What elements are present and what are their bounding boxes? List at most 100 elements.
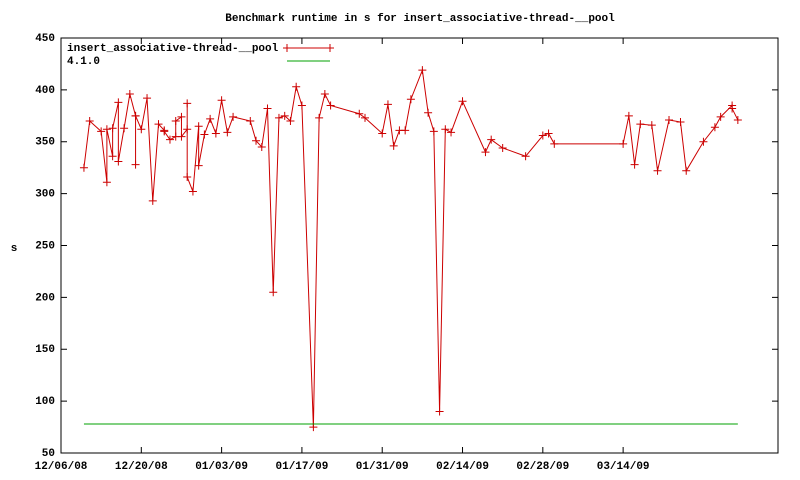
point-marker (647, 121, 656, 130)
point-marker (246, 117, 255, 125)
point-marker (733, 115, 742, 124)
x-tick-label: 02/28/09 (516, 461, 569, 473)
y-tick-label: 300 (35, 189, 55, 201)
point-marker (544, 129, 553, 138)
point-marker (682, 166, 691, 175)
point-marker (383, 100, 392, 109)
y-tick-label: 200 (35, 292, 55, 304)
legend-marker (283, 44, 334, 52)
point-marker (97, 127, 106, 136)
x-tick-label: 02/14/09 (436, 461, 489, 473)
point-marker (194, 122, 203, 131)
y-tick-label: 450 (35, 33, 55, 45)
x-tick-label: 01/17/09 (276, 461, 329, 473)
point-marker (435, 407, 444, 416)
point-marker (619, 139, 628, 148)
point-marker (160, 127, 169, 136)
y-axis-label: s (11, 243, 18, 255)
point-marker (200, 130, 209, 139)
point-marker (114, 98, 123, 107)
point-marker (131, 160, 140, 169)
point-marker (102, 178, 111, 187)
point-marker (125, 90, 134, 99)
point-marker (102, 125, 111, 134)
point-marker (280, 111, 289, 120)
point-marker (165, 135, 174, 144)
point-marker (85, 117, 94, 125)
point-marker (108, 124, 117, 133)
point-marker (441, 125, 450, 134)
point-marker (653, 166, 662, 175)
point-marker (550, 139, 559, 148)
y-tick-label: 50 (42, 448, 55, 460)
point-marker (211, 129, 220, 138)
point-marker (676, 118, 685, 127)
point-marker (699, 137, 708, 146)
point-marker (326, 101, 335, 110)
point-marker (401, 126, 410, 135)
point-marker (269, 288, 278, 297)
point-marker (229, 112, 238, 121)
point-marker (263, 104, 272, 113)
y-tick-label: 400 (35, 85, 55, 97)
point-marker (137, 125, 146, 134)
point-marker (183, 125, 192, 134)
point-marker (361, 113, 370, 122)
point-marker (143, 94, 152, 103)
point-marker (194, 161, 203, 170)
y-tick-label: 100 (35, 396, 55, 408)
point-marker (447, 128, 456, 137)
point-marker (424, 108, 433, 117)
x-tick-label: 01/31/09 (356, 461, 409, 473)
x-tick-label: 03/14/09 (597, 461, 650, 473)
point-marker (315, 113, 324, 122)
point-marker (521, 152, 530, 161)
point-marker (177, 132, 186, 141)
x-tick-label: 12/06/08 (35, 461, 88, 473)
point-marker (286, 117, 295, 125)
point-marker (389, 141, 398, 150)
point-marker (217, 96, 226, 105)
point-marker (665, 115, 674, 124)
point-marker (257, 142, 266, 151)
point-marker (188, 187, 197, 196)
legend-label: 4.1.0 (67, 56, 100, 68)
point-marker (171, 117, 180, 125)
point-marker (274, 113, 283, 122)
point-marker (728, 104, 737, 113)
y-tick-label: 150 (35, 344, 55, 356)
point-marker (378, 129, 387, 138)
point-marker (429, 127, 438, 136)
point-marker (458, 97, 467, 106)
x-tick-label: 01/03/09 (195, 461, 248, 473)
point-marker (206, 114, 215, 123)
point-marker (716, 112, 725, 121)
point-marker (481, 148, 490, 157)
point-marker (487, 135, 496, 144)
point-marker (630, 160, 639, 169)
point-marker (297, 101, 306, 110)
point-marker (131, 111, 140, 120)
point-marker (177, 112, 186, 121)
point-marker (114, 157, 123, 166)
point-marker (183, 173, 192, 182)
point-marker (120, 124, 129, 133)
point-marker (636, 120, 645, 129)
point-marker (148, 196, 157, 205)
point-marker (252, 136, 261, 145)
legend-label: insert_associative-thread-__pool (67, 43, 279, 55)
y-tick-label: 350 (35, 137, 55, 149)
point-marker (223, 128, 232, 137)
point-marker (108, 152, 117, 161)
series-line (83, 68, 739, 428)
point-marker (183, 99, 192, 108)
point-marker (418, 66, 427, 75)
point-marker (154, 120, 163, 129)
y-tick-label: 250 (35, 240, 55, 252)
point-marker (320, 90, 329, 99)
point-marker (624, 111, 633, 120)
point-marker (79, 163, 88, 172)
point-marker (538, 131, 547, 140)
